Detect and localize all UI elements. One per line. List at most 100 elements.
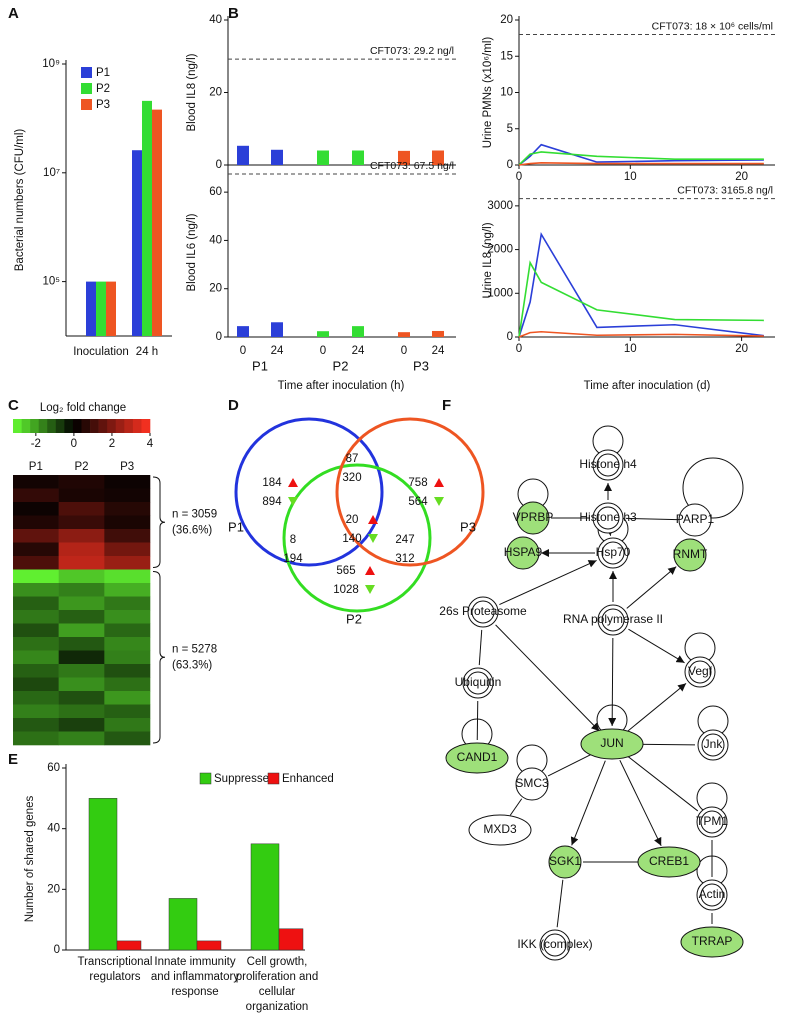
node-label: RNA polymerase II <box>563 612 663 626</box>
heatmap-cell <box>104 556 151 570</box>
colorbar-cell <box>30 419 39 433</box>
x-tick-label: Cell growth, proliferation and cellular … <box>235 956 319 1013</box>
edge <box>628 628 685 664</box>
venn-count-down: 1028 <box>333 584 359 596</box>
x-tick-label: 24 <box>271 345 284 357</box>
colorbar-cell <box>98 419 108 433</box>
heatmap-cell <box>58 704 105 719</box>
y-tick-label: 15 <box>500 50 513 62</box>
venn-count-down: 320 <box>342 472 361 484</box>
y-tick-label: 40 <box>209 234 222 246</box>
panel-label: E <box>8 751 18 768</box>
heatmap-cell <box>104 475 151 489</box>
node-label: CAND1 <box>457 750 498 764</box>
heatmap-cell <box>58 731 105 746</box>
node <box>548 845 582 879</box>
venn-count-up: 8 <box>290 534 296 546</box>
x-axis-label: Time after inoculation (d) <box>584 380 711 392</box>
y-tick-label: 0 <box>216 331 222 343</box>
node <box>506 536 540 570</box>
bar <box>317 331 329 337</box>
heatmap-cell <box>13 704 59 719</box>
colorbar-tick-label: 2 <box>109 438 115 450</box>
heatmap-cell <box>13 637 59 651</box>
heatmap-cell <box>104 637 151 651</box>
heatmap-cell <box>13 569 59 584</box>
heatmap-cell <box>13 515 59 530</box>
node-label: Jnk <box>704 737 724 751</box>
colorbar-label: Log₂ fold change <box>40 402 126 414</box>
venn-count-down: 564 <box>408 496 428 508</box>
legend-swatch <box>267 772 280 785</box>
colorbar-cell <box>90 419 99 433</box>
bar <box>106 281 116 336</box>
edge <box>509 798 523 816</box>
edge <box>556 879 564 928</box>
node-inner <box>471 600 495 624</box>
up-triangle <box>368 515 378 524</box>
colorbar-cell <box>124 419 134 433</box>
y-tick-label: 20 <box>209 87 222 99</box>
node-label: Hsp70 <box>596 545 631 559</box>
bar <box>96 281 106 336</box>
colorbar-tick-label: 4 <box>147 438 154 450</box>
up-triangle <box>434 478 444 487</box>
heatmap-cell <box>13 718 59 732</box>
venn-count-up: 87 <box>346 453 359 465</box>
bar <box>352 326 364 337</box>
heatmap-cell <box>104 610 151 624</box>
node-label: RNMT <box>673 547 708 561</box>
column-label: P1 <box>29 461 43 473</box>
node-label: Ubiquitin <box>455 675 502 689</box>
heatmap-cell <box>104 731 151 746</box>
bar <box>317 150 329 165</box>
y-tick-label: 0 <box>54 944 60 956</box>
cluster-brace <box>152 476 166 568</box>
bar <box>271 149 283 165</box>
venn-count-down: 194 <box>283 553 303 565</box>
bar <box>152 109 162 336</box>
heatmap-cell <box>58 718 105 732</box>
heatmap-cell <box>13 583 59 597</box>
edge <box>625 683 687 733</box>
heatmap-cell <box>104 704 151 719</box>
node-label: Vegf <box>688 664 713 678</box>
colorbar-cell <box>72 419 82 433</box>
heatmap-cell <box>104 569 151 584</box>
heatmap-cell <box>13 596 59 611</box>
colorbar-cell <box>107 419 117 433</box>
node <box>515 767 549 801</box>
legend-swatch <box>199 772 212 785</box>
legend-label: Suppressed <box>214 773 275 785</box>
cluster-share: (63.3%) <box>172 659 212 671</box>
node-inner <box>700 883 724 907</box>
node-label: SGK1 <box>549 854 581 868</box>
y-tick-label: 0 <box>507 159 513 171</box>
colorbar-cell <box>13 419 22 433</box>
y-tick-label: 2000 <box>487 244 513 256</box>
y-tick-label: 10⁵ <box>42 276 60 288</box>
node-inner <box>601 608 625 632</box>
node-inner <box>466 671 490 695</box>
venn-count-up: 247 <box>395 534 414 546</box>
legend-swatch <box>81 83 92 94</box>
x-tick-label: Innate immunity and inflammatory respons… <box>150 956 240 998</box>
venn-count-down: 312 <box>395 553 414 565</box>
line-series <box>518 162 764 166</box>
colorbar-cell <box>21 419 31 433</box>
heatmap-cell <box>58 596 105 611</box>
heatmap-cell <box>13 731 59 746</box>
node <box>678 503 712 537</box>
heatmap-cell <box>58 691 105 705</box>
line-series <box>518 151 764 166</box>
column-label: P2 <box>74 461 88 473</box>
cluster-count: n = 3059 <box>172 508 217 520</box>
heatmap-cell <box>58 650 105 665</box>
heatmap-cell <box>13 475 59 489</box>
bar <box>398 332 410 337</box>
legend-label: P2 <box>96 83 110 95</box>
x-tick-label: 10 <box>624 343 637 355</box>
heatmap-cell <box>104 542 151 557</box>
heatmap-cell <box>58 475 105 489</box>
y-tick-label: 10⁷ <box>43 167 60 179</box>
